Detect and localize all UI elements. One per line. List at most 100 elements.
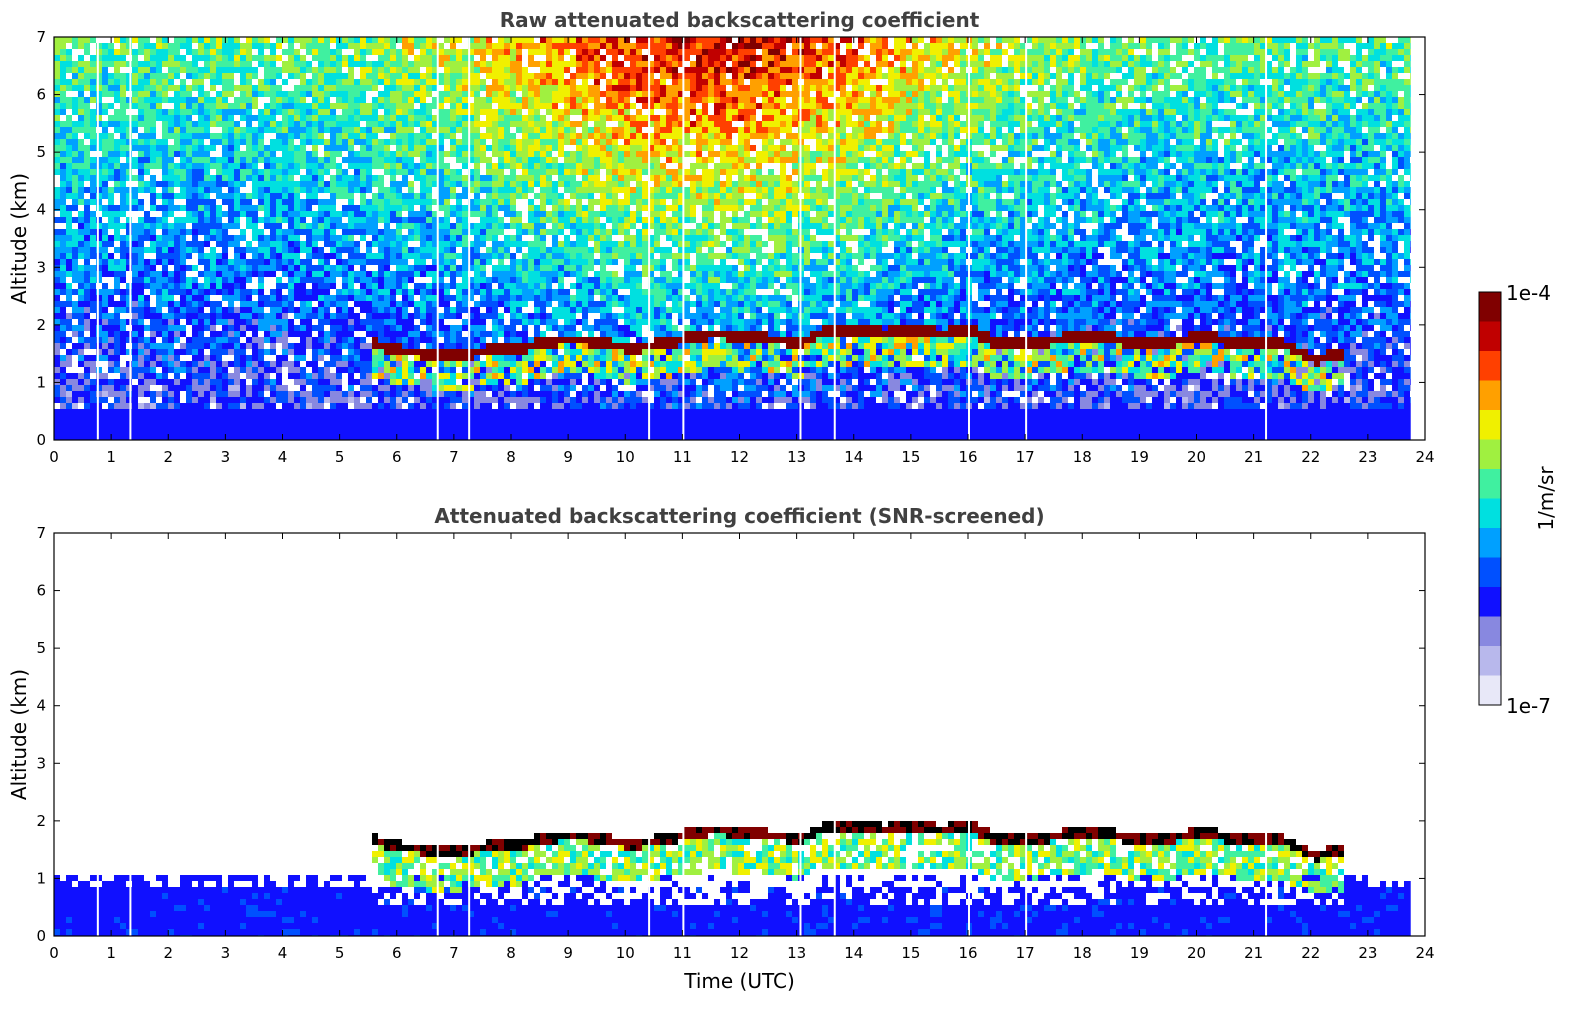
heatmap-cell [486,415,492,421]
heatmap-cell [258,433,264,439]
heatmap-cell [354,253,360,259]
heatmap-cell [258,385,264,391]
heatmap-cell [498,133,504,139]
heatmap-cell [228,361,234,367]
heatmap-cell [348,385,354,391]
heatmap-cell [534,277,540,283]
heatmap-cell [504,253,510,259]
heatmap-cell [216,61,222,67]
heatmap-cell [372,121,378,127]
heatmap-cell [450,49,456,55]
heatmap-cell [426,289,432,295]
heatmap-cell [540,67,546,73]
heatmap-cell [240,235,246,241]
heatmap-cell [54,109,60,115]
heatmap-cell [336,211,342,217]
heatmap-cell [528,139,534,145]
heatmap-cell [270,229,276,235]
heatmap-cell [504,307,510,313]
heatmap-cell [354,289,360,295]
heatmap-cell [114,391,120,397]
heatmap-cell [252,343,258,349]
heatmap-cell [216,301,222,307]
heatmap-cell [294,409,300,415]
heatmap-cell [516,85,522,91]
heatmap-cell [336,343,342,349]
heatmap-cell [192,181,198,187]
heatmap-cell [318,175,324,181]
heatmap-cell [240,361,246,367]
heatmap-cell [342,133,348,139]
heatmap-cell [492,361,498,367]
heatmap-cell [96,145,102,151]
heatmap-cell [300,181,306,187]
heatmap-cell [426,349,432,355]
heatmap-cell [102,427,108,433]
heatmap-cell [246,259,252,265]
heatmap-cell [174,37,180,43]
heatmap-cell [366,139,372,145]
heatmap-cell [384,355,390,361]
heatmap-cell [432,61,438,67]
heatmap-cell [426,337,432,343]
heatmap-cell [198,313,204,319]
heatmap-cell [144,139,150,145]
heatmap-cell [318,37,324,43]
heatmap-cell [492,115,498,121]
heatmap-cell [294,283,300,289]
heatmap-cell [300,175,306,181]
heatmap-cell [486,301,492,307]
heatmap-cell [114,403,120,409]
heatmap-cell [540,331,546,337]
heatmap-cell [372,373,378,379]
heatmap-cell [198,145,204,151]
heatmap-cell [96,73,102,79]
heatmap-cell [72,385,78,391]
heatmap-cell [390,373,396,379]
heatmap-cell [102,163,108,169]
heatmap-cell [528,241,534,247]
heatmap-cell [528,385,534,391]
heatmap-cell [498,433,504,439]
heatmap-cell [162,229,168,235]
heatmap-cell [438,289,444,295]
heatmap-cell [54,289,60,295]
heatmap-cell [408,133,414,139]
heatmap-cell [420,85,426,91]
heatmap-cell [216,259,222,265]
heatmap-cell [378,241,384,247]
heatmap-cell [198,79,204,85]
heatmap-cell [492,187,498,193]
heatmap-cell [120,115,126,121]
heatmap-cell [498,259,504,265]
heatmap-cell [294,211,300,217]
heatmap-cell [372,115,378,121]
heatmap-cell [246,427,252,433]
heatmap-cell [450,307,456,313]
heatmap-cell [66,127,72,133]
heatmap-cell [378,163,384,169]
heatmap-cell [456,253,462,259]
heatmap-cell [132,409,138,415]
heatmap-cell [402,151,408,157]
heatmap-cell [90,271,96,277]
heatmap-cell [324,271,330,277]
heatmap-cell [252,403,258,409]
heatmap-cell [294,145,300,151]
heatmap-cell [498,301,504,307]
heatmap-cell [222,115,228,121]
heatmap-cell [174,127,180,133]
heatmap-cell [102,79,108,85]
heatmap-cell [420,355,426,361]
heatmap-cell [306,37,312,43]
heatmap-cell [276,433,282,439]
heatmap-cell [108,421,114,427]
heatmap-cell [102,61,108,67]
heatmap-cell [492,217,498,223]
heatmap-cell [180,343,186,349]
heatmap-cell [498,217,504,223]
heatmap-cell [510,211,516,217]
heatmap-cell [108,319,114,325]
heatmap-cell [234,367,240,373]
heatmap-cell [318,355,324,361]
